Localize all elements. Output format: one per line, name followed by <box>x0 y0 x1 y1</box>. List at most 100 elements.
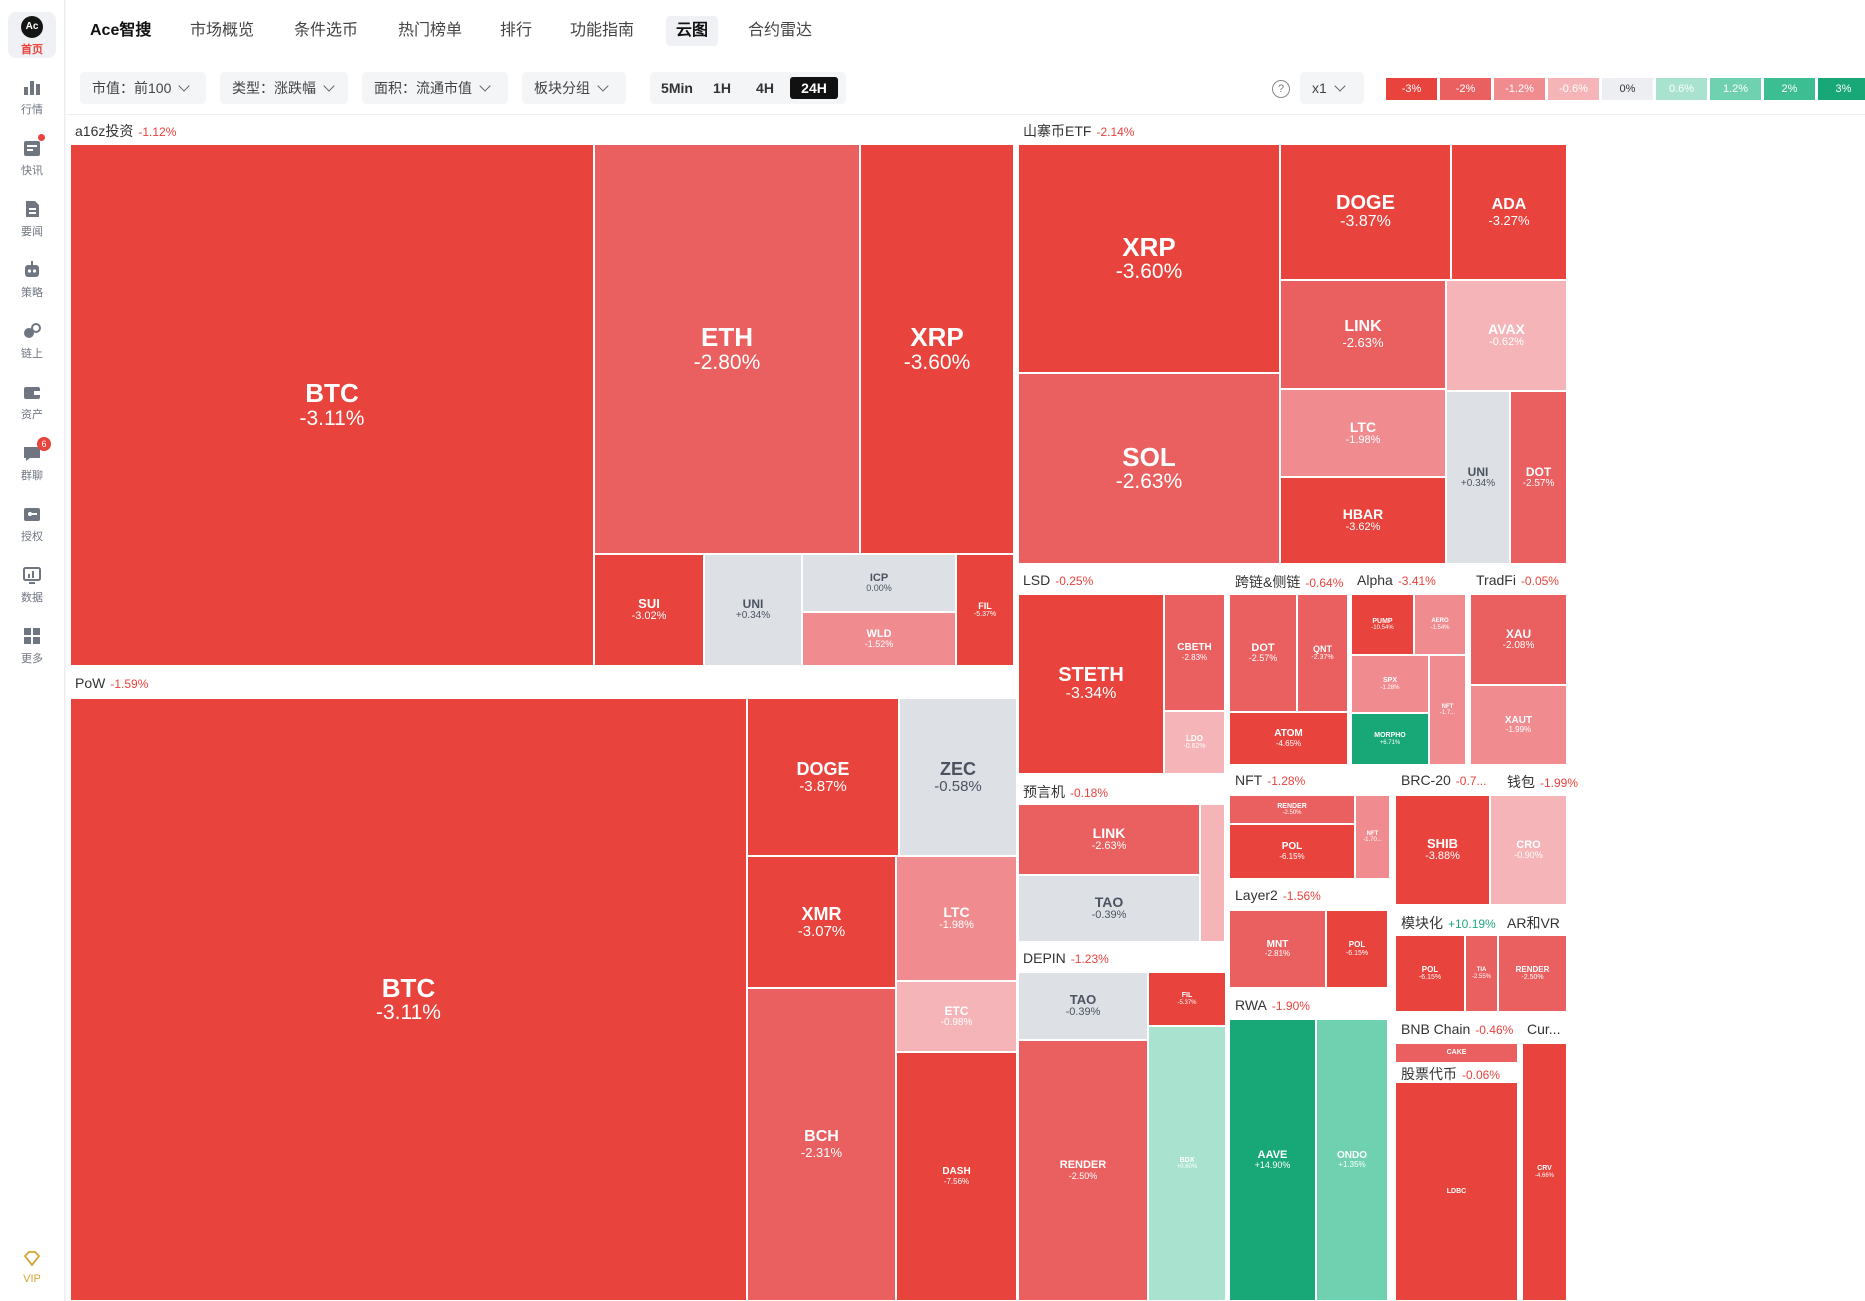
type-select[interactable]: 类型：涨跌幅 <box>220 72 348 104</box>
heatmap-tile[interactable]: STETH -3.34% <box>1018 594 1164 774</box>
rail-item-flash[interactable]: 快讯 <box>0 134 64 178</box>
group-title[interactable]: Layer2 -1.56% <box>1235 887 1321 903</box>
group-select[interactable]: 板块分组 <box>522 72 626 104</box>
group-title[interactable]: 跨链&侧链 -0.64% <box>1235 572 1343 592</box>
group-title[interactable]: TradFi -0.05% <box>1476 572 1559 588</box>
heatmap-tile[interactable]: CAKE <box>1395 1043 1518 1063</box>
heatmap-tile[interactable]: LTC -1.98% <box>896 856 1017 981</box>
nav-brand[interactable]: Ace智搜 <box>90 22 152 39</box>
group-title[interactable]: 山寨币ETF -2.14% <box>1023 121 1134 141</box>
heatmap-tile[interactable]: SUI -3.02% <box>594 554 704 666</box>
rail-item-onchain[interactable]: 链上 <box>0 320 64 361</box>
rail-item-data[interactable]: 数据 <box>0 564 64 605</box>
market-cap-select[interactable]: 市值：前100 <box>80 72 206 104</box>
heatmap-tile[interactable]: XMR -3.07% <box>747 856 896 988</box>
time-4h-button[interactable]: 4H <box>756 80 774 96</box>
heatmap-tile[interactable]: UNI +0.34% <box>1446 391 1510 564</box>
heatmap-tile[interactable]: POL -6.15% <box>1395 935 1465 1012</box>
heatmap-tile[interactable]: LINK -2.63% <box>1280 280 1446 389</box>
tab-hot-list[interactable]: 热门榜单 <box>398 22 463 39</box>
heatmap-tile[interactable]: ZEC -0.58% <box>899 698 1017 856</box>
rail-item-assets[interactable]: 资产 <box>0 381 64 422</box>
heatmap-tile[interactable]: ATOM -4.65% <box>1229 712 1348 765</box>
group-title[interactable]: a16z投资 -1.12% <box>75 121 176 141</box>
heatmap-tile[interactable]: CRO -0.90% <box>1490 795 1567 905</box>
heatmap-tile[interactable]: HBAR -3.62% <box>1280 477 1446 564</box>
group-title[interactable]: AR和VR <box>1507 913 1565 933</box>
heatmap-tile[interactable]: NFT -1.70... <box>1355 795 1390 879</box>
heatmap-tile[interactable]: MORPHO +6.71% <box>1351 713 1429 765</box>
heatmap-tile[interactable]: QNT -2.37% <box>1297 594 1348 712</box>
heatmap-tile[interactable]: BDX +0.60% <box>1148 1026 1226 1301</box>
group-title[interactable]: Cur... <box>1527 1021 1565 1037</box>
group-title[interactable]: DEPIN -1.23% <box>1023 950 1109 966</box>
heatmap-tile[interactable]: DOT -2.57% <box>1510 391 1567 564</box>
heatmap-tile[interactable]: UNI +0.34% <box>704 554 802 666</box>
heatmap-tile[interactable]: TAO -0.39% <box>1018 972 1148 1040</box>
heatmap-tile[interactable]: AVAX -0.62% <box>1446 280 1567 391</box>
heatmap-tile[interactable]: POL -6.15% <box>1326 910 1388 988</box>
tab-heatmap[interactable]: 云图 <box>666 16 719 46</box>
rail-item-market[interactable]: 行情 <box>0 76 64 117</box>
heatmap-tile[interactable]: LTC -1.98% <box>1280 389 1446 477</box>
rail-item-vip[interactable]: VIP <box>0 1248 64 1285</box>
help-icon[interactable]: ? <box>1272 80 1290 98</box>
heatmap-tile[interactable]: TAO -0.39% <box>1018 875 1200 942</box>
group-title[interactable]: BRC-20 -0.7... <box>1401 772 1486 788</box>
rail-item-more[interactable]: 更多 <box>0 625 64 666</box>
heatmap-tile[interactable]: CBETH -2.83% <box>1164 594 1225 711</box>
heatmap-tile[interactable]: DOT -2.57% <box>1229 594 1297 712</box>
heatmap-tile[interactable]: DASH -7.56% <box>896 1052 1017 1301</box>
group-title[interactable]: RWA -1.90% <box>1235 997 1310 1013</box>
heatmap-tile[interactable]: POL -6.15% <box>1229 824 1355 879</box>
heatmap-tile[interactable]: XRP -3.60% <box>1018 144 1280 373</box>
heatmap-tile[interactable]: MNT -2.81% <box>1229 910 1326 988</box>
rail-item-strategy[interactable]: 策略 <box>0 259 64 300</box>
heatmap-tile[interactable]: RENDER -2.50% <box>1018 1040 1148 1301</box>
group-title[interactable]: 股票代币 -0.06% <box>1401 1064 1500 1084</box>
heatmap-tile[interactable]: LDBC <box>1395 1082 1518 1301</box>
tab-guide[interactable]: 功能指南 <box>570 22 635 39</box>
heatmap-tile[interactable]: ONDO +1.35% <box>1316 1019 1388 1301</box>
rail-item-news[interactable]: 要闻 <box>0 198 64 239</box>
heatmap-tile[interactable]: FIL -5.37% <box>1148 972 1226 1026</box>
heatmap-tile[interactable]: RENDER -2.50% <box>1498 935 1567 1012</box>
heatmap-tile[interactable]: ICP 0.00% <box>802 554 956 612</box>
zoom-select[interactable]: x1 <box>1300 72 1364 104</box>
heatmap-tile[interactable]: CRV -4.66% <box>1522 1043 1567 1301</box>
area-select[interactable]: 面积：流通市值 <box>362 72 508 104</box>
tab-screener[interactable]: 条件选币 <box>294 22 359 39</box>
heatmap-tile[interactable]: BTC -3.11% <box>70 698 747 1301</box>
time-24h-button[interactable]: 24H <box>790 77 838 99</box>
heatmap-tile[interactable]: ETC -0.98% <box>896 981 1017 1052</box>
heatmap-tile[interactable]: AAVE +14.90% <box>1229 1019 1316 1301</box>
heatmap-tile[interactable]: SHIB -3.88% <box>1395 795 1490 905</box>
heatmap-tile[interactable]: TIA -2.55% <box>1465 935 1498 1012</box>
group-title[interactable]: LSD -0.25% <box>1023 572 1093 588</box>
heatmap-tile[interactable]: LINK -2.63% <box>1018 804 1200 875</box>
heatmap-tile[interactable]: LDO -0.62% <box>1164 711 1225 774</box>
heatmap-tile[interactable]: SOL -2.63% <box>1018 373 1280 564</box>
time-5min-button[interactable]: 5Min <box>661 80 693 96</box>
heatmap-tile[interactable]: FIL -5.37% <box>956 554 1014 666</box>
heatmap-tile[interactable]: BTC -3.11% <box>70 144 594 666</box>
heatmap-tile[interactable]: DOGE -3.87% <box>1280 144 1451 280</box>
heatmap-tile[interactable]: XAU -2.08% <box>1470 594 1567 685</box>
heatmap-tile[interactable]: XRP -3.60% <box>860 144 1014 554</box>
heatmap-tile[interactable]: AERO -1.54% <box>1414 594 1466 655</box>
rail-item-chat[interactable]: 6 群聊 <box>0 437 64 483</box>
rail-item-auth[interactable]: 授权 <box>0 503 64 544</box>
group-title[interactable]: Alpha -3.41% <box>1357 572 1436 588</box>
heatmap-tile[interactable]: WLD -1.52% <box>802 612 956 666</box>
heatmap-tile[interactable] <box>1200 804 1225 942</box>
heatmap-tile[interactable]: PUMP -10.54% <box>1351 594 1414 655</box>
tab-ranking[interactable]: 排行 <box>500 22 533 39</box>
group-title[interactable]: 模块化 +10.19% <box>1401 913 1496 933</box>
group-title[interactable]: 预言机 -0.18% <box>1023 782 1108 802</box>
heatmap-tile[interactable]: SPX -1.28% <box>1351 655 1429 713</box>
group-title[interactable]: NFT -1.28% <box>1235 772 1305 788</box>
heatmap-tile[interactable]: RENDER -2.50% <box>1229 795 1355 824</box>
heatmap-tile[interactable]: XAUT -1.99% <box>1470 685 1567 765</box>
tab-contract-radar[interactable]: 合约雷达 <box>748 22 813 39</box>
heatmap-tile[interactable]: BCH -2.31% <box>747 988 896 1301</box>
